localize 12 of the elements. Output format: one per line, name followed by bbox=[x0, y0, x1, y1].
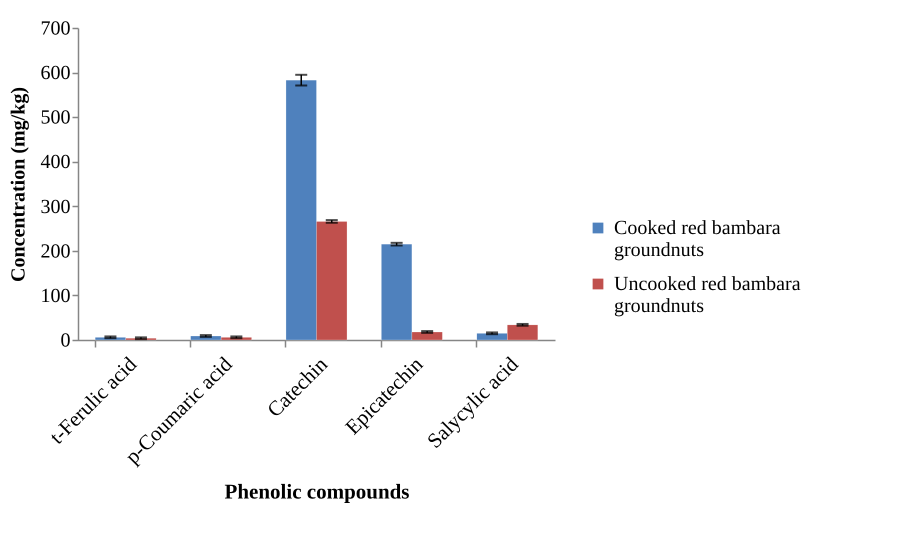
y-tick-label: 600 bbox=[40, 62, 70, 84]
y-axis-title: Concentration (mg/kg) bbox=[8, 87, 30, 282]
y-tick-label: 500 bbox=[40, 106, 70, 129]
legend-label: Uncooked red bambara groundnuts bbox=[614, 273, 801, 317]
y-tick-label: 300 bbox=[40, 196, 70, 218]
y-tick-label: 100 bbox=[40, 284, 70, 307]
x-axis-title: Phenolic compounds bbox=[224, 480, 410, 504]
y-tick-label: 200 bbox=[40, 240, 70, 262]
y-tick-label: 0 bbox=[60, 330, 70, 352]
y-tick-label: 400 bbox=[40, 151, 70, 174]
legend-label: Cooked red bambara groundnuts bbox=[614, 217, 781, 261]
y-tick-label: 700 bbox=[40, 18, 70, 40]
